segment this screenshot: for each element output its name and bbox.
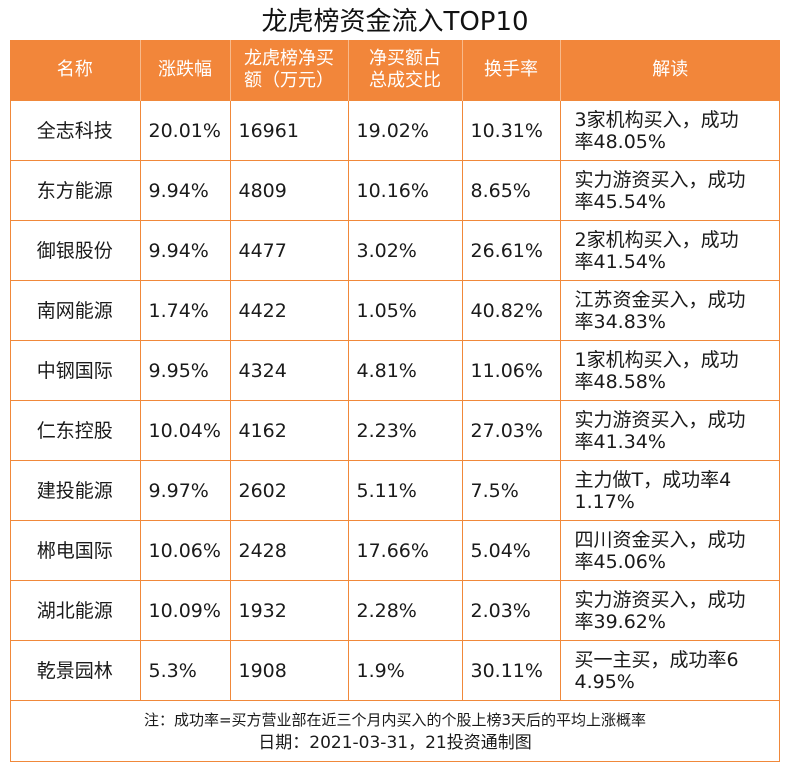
- table-row: 中钢国际 9.95% 4324 4.81% 11.06% 1家机构买入，成功 率48.58%: [10, 340, 780, 401]
- cell-stock-name: 御银股份: [10, 220, 140, 281]
- cell-ratio: 2.28%: [347, 580, 462, 641]
- cell-turnover: 10.31%: [461, 100, 560, 161]
- table-row: 御银股份 9.94% 4477 3.02% 26.61% 2家机构买入，成功 率41.54%: [10, 220, 780, 281]
- cell-turnover: 2.03%: [461, 580, 560, 641]
- table-row: 湖北能源 10.09% 1932 2.28% 2.03% 实力游资买入，成功 率39.62%: [10, 580, 780, 641]
- cell-change: 5.3%: [139, 640, 230, 700]
- cell-ratio: 2.23%: [347, 400, 462, 461]
- cell-change: 10.06%: [139, 520, 230, 581]
- cell-change: 9.97%: [139, 460, 230, 521]
- cell-change: 1.74%: [139, 280, 230, 341]
- table-header-row: 名称 涨跌幅 龙虎榜净买 额（万元） 净买额占 总成交比 换手率 解读: [10, 40, 780, 101]
- col-header-read: 解读: [559, 40, 780, 101]
- cell-ratio: 10.16%: [347, 160, 462, 221]
- cell-turnover: 27.03%: [461, 400, 560, 461]
- cell-net-buy: 4162: [229, 400, 348, 461]
- cell-stock-name: 中钢国际: [10, 340, 140, 401]
- cell-net-buy: 16961: [229, 100, 348, 161]
- cell-read: 实力游资买入，成功 率45.54%: [559, 160, 780, 221]
- cell-turnover: 5.04%: [461, 520, 560, 581]
- cell-ratio: 5.11%: [347, 460, 462, 521]
- table-row: 乾景园林 5.3% 1908 1.9% 30.11% 买一主买，成功率6 4.95%: [10, 640, 780, 700]
- cell-read: 3家机构买入，成功 率48.05%: [559, 100, 780, 161]
- cell-stock-name: 建投能源: [10, 460, 140, 521]
- cell-read: 买一主买，成功率6 4.95%: [559, 640, 780, 700]
- cell-ratio: 3.02%: [347, 220, 462, 281]
- col-header-ratio: 净买额占 总成交比: [347, 40, 462, 101]
- cell-read: 江苏资金买入，成功 率34.83%: [559, 280, 780, 341]
- cell-net-buy: 4477: [229, 220, 348, 281]
- table-row: 南网能源 1.74% 4422 1.05% 40.82% 江苏资金买入，成功 率34.83%: [10, 280, 780, 341]
- cell-ratio: 1.9%: [347, 640, 462, 700]
- table-row: 东方能源 9.94% 4809 10.16% 8.65% 实力游资买入，成功 率45.54%: [10, 160, 780, 221]
- cell-change: 9.94%: [139, 160, 230, 221]
- cell-turnover: 26.61%: [461, 220, 560, 281]
- cell-change: 9.95%: [139, 340, 230, 401]
- cell-change: 20.01%: [139, 100, 230, 161]
- col-header-net-buy: 龙虎榜净买 额（万元）: [229, 40, 348, 101]
- cell-change: 10.04%: [139, 400, 230, 461]
- cell-turnover: 40.82%: [461, 280, 560, 341]
- top10-table: 名称 涨跌幅 龙虎榜净买 额（万元） 净买额占 总成交比 换手率 解读 全志科技 20…: [10, 40, 780, 700]
- table-row: 全志科技 20.01% 16961 19.02% 10.31% 3家机构买入，成功 率48.…: [10, 100, 780, 161]
- cell-read: 主力做T，成功率4 1.17%: [559, 460, 780, 521]
- cell-net-buy: 4324: [229, 340, 348, 401]
- cell-read: 1家机构买入，成功 率48.58%: [559, 340, 780, 401]
- cell-stock-name: 东方能源: [10, 160, 140, 221]
- cell-read: 实力游资买入，成功 率39.62%: [559, 580, 780, 641]
- cell-turnover: 30.11%: [461, 640, 560, 700]
- cell-net-buy: 1908: [229, 640, 348, 700]
- cell-change: 10.09%: [139, 580, 230, 641]
- cell-stock-name: 仁东控股: [10, 400, 140, 461]
- col-header-name: 名称: [10, 40, 140, 101]
- cell-net-buy: 2602: [229, 460, 348, 521]
- footnote: 注：成功率=买方营业部在近三个月内买入的个股上榜3天后的平均上涨概率 日期：20…: [10, 700, 780, 755]
- col-header-change: 涨跌幅: [139, 40, 230, 101]
- cell-ratio: 4.81%: [347, 340, 462, 401]
- page-title: 龙虎榜资金流入TOP10: [261, 7, 529, 37]
- cell-read: 实力游资买入，成功 率41.34%: [559, 400, 780, 461]
- table-row: 建投能源 9.97% 2602 5.11% 7.5% 主力做T，成功率4 1.17%: [10, 460, 780, 521]
- cell-turnover: 7.5%: [461, 460, 560, 521]
- cell-net-buy: 4422: [229, 280, 348, 341]
- table-row: 郴电国际 10.06% 2428 17.66% 5.04% 四川资金买入，成功 率45.06…: [10, 520, 780, 581]
- cell-change: 9.94%: [139, 220, 230, 281]
- cell-stock-name: 郴电国际: [10, 520, 140, 581]
- cell-net-buy: 4809: [229, 160, 348, 221]
- cell-turnover: 11.06%: [461, 340, 560, 401]
- cell-stock-name: 湖北能源: [10, 580, 140, 641]
- cell-net-buy: 1932: [229, 580, 348, 641]
- date-credit: 日期：2021-03-31，21投资通制图: [258, 733, 532, 753]
- cell-stock-name: 乾景园林: [10, 640, 140, 700]
- footnote-text: 注：成功率=买方营业部在近三个月内买入的个股上榜3天后的平均上涨概率: [143, 711, 647, 729]
- cell-stock-name: 全志科技: [10, 100, 140, 161]
- cell-stock-name: 南网能源: [10, 280, 140, 341]
- table-row: 仁东控股 10.04% 4162 2.23% 27.03% 实力游资买入，成功 率41.34…: [10, 400, 780, 461]
- cell-net-buy: 2428: [229, 520, 348, 581]
- cell-ratio: 19.02%: [347, 100, 462, 161]
- cell-turnover: 8.65%: [461, 160, 560, 221]
- cell-ratio: 1.05%: [347, 280, 462, 341]
- cell-read: 四川资金买入，成功 率45.06%: [559, 520, 780, 581]
- cell-ratio: 17.66%: [347, 520, 462, 581]
- col-header-turnover: 换手率: [461, 40, 560, 101]
- cell-read: 2家机构买入，成功 率41.54%: [559, 220, 780, 281]
